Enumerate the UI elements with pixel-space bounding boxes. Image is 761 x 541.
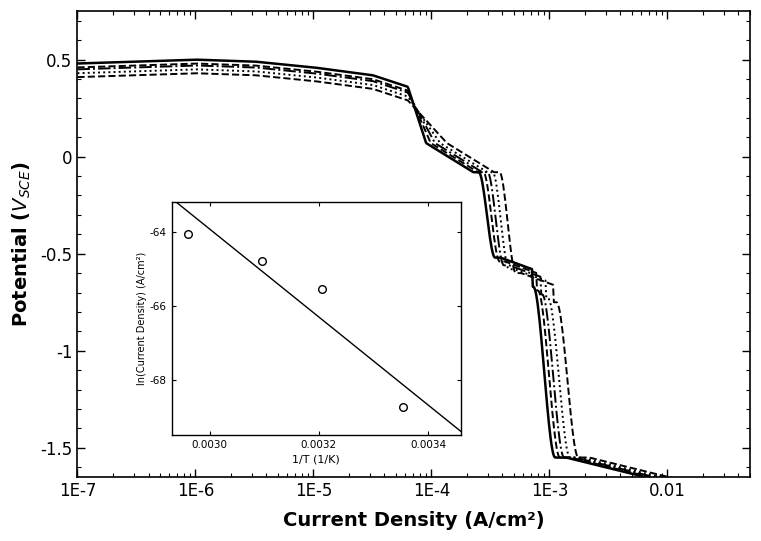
X-axis label: Current Density (A/cm²): Current Density (A/cm²): [283, 511, 544, 530]
Y-axis label: Potential ($V_{SCE}$): Potential ($V_{SCE}$): [11, 161, 33, 327]
